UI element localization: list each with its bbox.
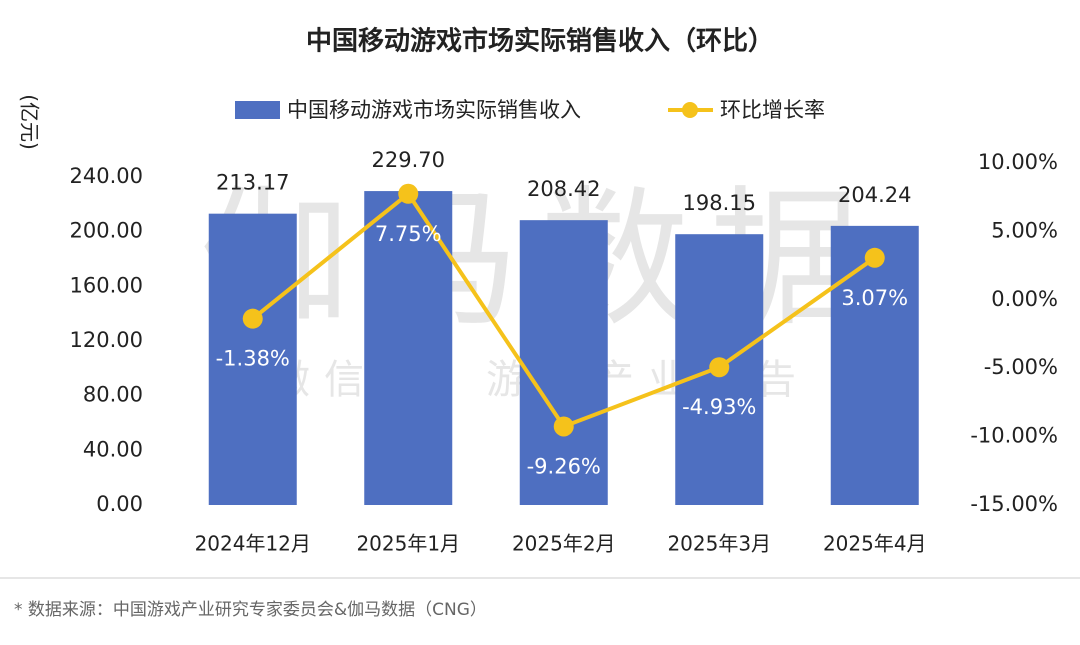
y-tick-label: 0.00 xyxy=(96,492,143,516)
x-tick-label: 2025年2月 xyxy=(512,532,616,556)
line-point xyxy=(864,247,885,268)
y-tick-label: 120.00 xyxy=(70,328,143,352)
bar-value-label: 204.24 xyxy=(838,183,911,207)
y-tick-label: 240.00 xyxy=(70,164,143,188)
y-tick-label: 40.00 xyxy=(83,437,143,461)
x-tick-label: 2025年1月 xyxy=(356,532,460,556)
line-point xyxy=(553,416,574,437)
bar xyxy=(364,191,453,505)
y2-tick-label: 10.00% xyxy=(978,150,1058,174)
y2-tick-label: -5.00% xyxy=(984,355,1058,379)
y2-tick-label: 0.00% xyxy=(991,287,1058,311)
bar xyxy=(208,213,297,505)
bar-value-label: 213.17 xyxy=(216,171,289,195)
line-value-label: -9.26% xyxy=(527,454,601,478)
line-value-label: 7.75% xyxy=(375,222,442,246)
line-value-label: -1.38% xyxy=(216,347,290,371)
bar-value-label: 198.15 xyxy=(683,191,756,215)
y-tick-label: 200.00 xyxy=(70,219,143,243)
x-tick-label: 2025年4月 xyxy=(823,532,927,556)
y2-tick-label: -15.00% xyxy=(970,492,1058,516)
bar-value-label: 208.42 xyxy=(527,177,600,201)
y2-tick-label: 5.00% xyxy=(991,218,1058,242)
legend-swatch xyxy=(682,102,698,118)
legend-swatch xyxy=(235,101,280,119)
chart-title: 中国移动游戏市场实际销售收入（环比） xyxy=(306,26,774,57)
bar xyxy=(519,220,608,505)
y-axis-label: (亿元) xyxy=(18,94,42,150)
line-point xyxy=(709,357,730,378)
y2-tick-label: -10.00% xyxy=(970,424,1058,448)
y-tick-label: 160.00 xyxy=(70,273,143,297)
x-tick-label: 2025年3月 xyxy=(667,532,771,556)
line-value-label: 3.07% xyxy=(841,286,908,310)
legend-label: 中国移动游戏市场实际销售收入 xyxy=(287,98,581,122)
line-value-label: -4.93% xyxy=(682,395,756,419)
legend-label: 环比增长率 xyxy=(720,98,825,122)
y-tick-label: 80.00 xyxy=(83,383,143,407)
line-point xyxy=(398,183,419,204)
bar xyxy=(830,225,919,505)
line-point xyxy=(242,308,263,329)
x-tick-label: 2024年12月 xyxy=(195,532,311,556)
source: * 数据来源：中国游戏产业研究专家委员会&伽马数据（CNG） xyxy=(14,600,487,620)
bar-value-label: 229.70 xyxy=(372,148,445,172)
